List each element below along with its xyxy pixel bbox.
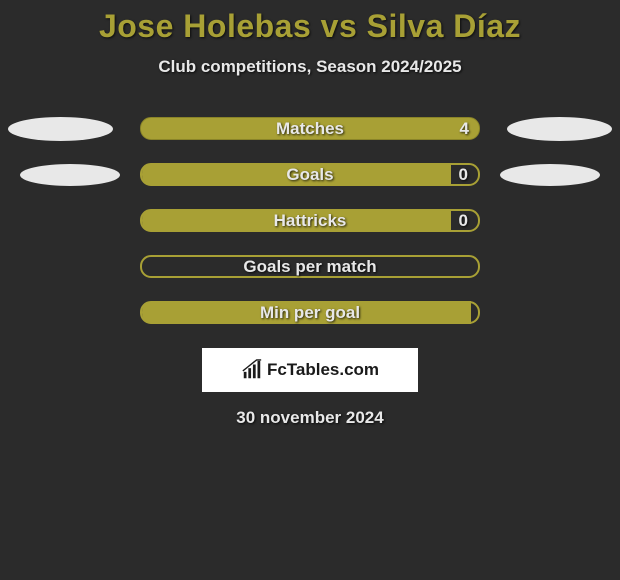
stat-bar: Hattricks 0	[140, 209, 480, 232]
stat-value: 0	[459, 165, 468, 185]
stat-value: 0	[459, 211, 468, 231]
page-title: Jose Holebas vs Silva Díaz	[0, 8, 620, 45]
stat-rows: Matches 4 Goals 0 Hattricks	[0, 117, 620, 324]
stat-bar: Matches 4	[140, 117, 480, 140]
player-right-marker	[500, 164, 600, 186]
bar-wrap: Matches 4	[140, 117, 480, 140]
stat-label: Goals	[286, 165, 333, 185]
comparison-infographic: Jose Holebas vs Silva Díaz Club competit…	[0, 0, 620, 428]
source-logo: FcTables.com	[202, 348, 418, 392]
bar-wrap: Hattricks 0	[140, 209, 480, 232]
stat-row-hattricks: Hattricks 0	[0, 209, 620, 232]
bar-wrap: Goals per match	[140, 255, 480, 278]
bar-wrap: Goals 0	[140, 163, 480, 186]
player-left-marker	[8, 117, 113, 141]
stat-label: Matches	[276, 119, 344, 139]
stat-label: Hattricks	[274, 211, 347, 231]
stat-value: 4	[460, 119, 469, 139]
stat-label: Min per goal	[260, 303, 360, 323]
stat-bar: Goals per match	[140, 255, 480, 278]
bar-chart-icon	[241, 359, 263, 381]
stat-row-goals-per-match: Goals per match	[0, 255, 620, 278]
player-left-marker	[20, 164, 120, 186]
date-label: 30 november 2024	[0, 408, 620, 428]
stat-bar: Goals 0	[140, 163, 480, 186]
stat-label: Goals per match	[243, 257, 376, 277]
stat-row-goals: Goals 0	[0, 163, 620, 186]
stat-row-matches: Matches 4	[0, 117, 620, 140]
subtitle: Club competitions, Season 2024/2025	[0, 57, 620, 77]
stat-bar: Min per goal	[140, 301, 480, 324]
player-right-marker	[507, 117, 612, 141]
bar-wrap: Min per goal	[140, 301, 480, 324]
logo-text: FcTables.com	[267, 360, 379, 380]
stat-row-min-per-goal: Min per goal	[0, 301, 620, 324]
